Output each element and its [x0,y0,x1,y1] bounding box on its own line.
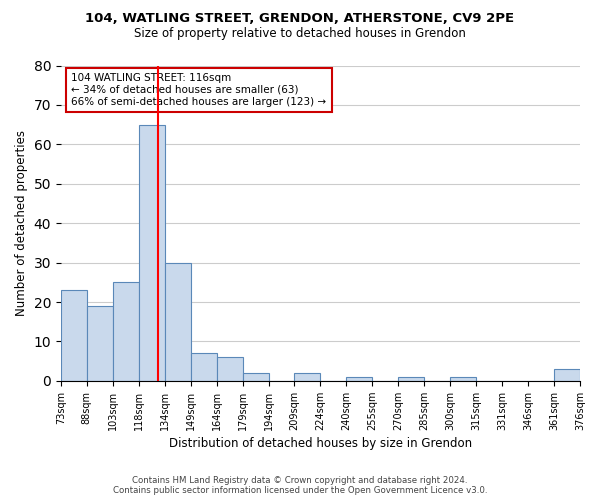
Bar [113,282,139,381]
Y-axis label: Number of detached properties: Number of detached properties [15,130,28,316]
Bar [295,373,320,381]
X-axis label: Distribution of detached houses by size in Grendon: Distribution of detached houses by size … [169,437,472,450]
Bar [87,306,113,381]
Text: 104, WATLING STREET, GRENDON, ATHERSTONE, CV9 2PE: 104, WATLING STREET, GRENDON, ATHERSTONE… [85,12,515,26]
Bar [398,377,424,381]
Text: Size of property relative to detached houses in Grendon: Size of property relative to detached ho… [134,28,466,40]
Text: Contains HM Land Registry data © Crown copyright and database right 2024.
Contai: Contains HM Land Registry data © Crown c… [113,476,487,495]
Bar [139,124,165,381]
Bar [61,290,87,381]
Bar [191,353,217,381]
Bar [242,373,269,381]
Text: 104 WATLING STREET: 116sqm
← 34% of detached houses are smaller (63)
66% of semi: 104 WATLING STREET: 116sqm ← 34% of deta… [71,74,326,106]
Bar [165,262,191,381]
Bar [450,377,476,381]
Bar [217,357,242,381]
Bar [346,377,373,381]
Bar [554,369,580,381]
